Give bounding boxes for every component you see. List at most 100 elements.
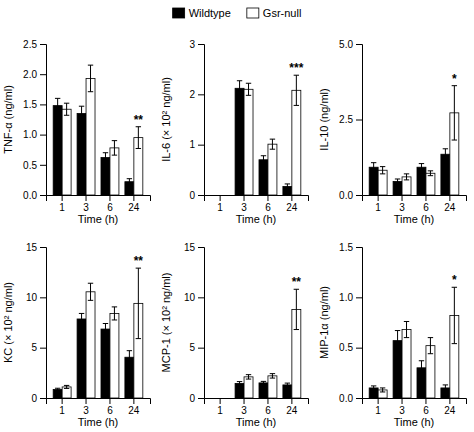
tick-mark [86,195,87,201]
error-line [105,324,106,335]
y-axis: 0.00.51.01.52.02.5 [23,39,46,201]
y-tick: 0.0 [23,190,46,201]
plot-area [235,289,301,398]
error-cap [294,105,299,106]
error-line [248,375,249,379]
error-cap [246,83,251,84]
error-cap [79,106,84,107]
tick-mark [40,297,46,298]
error-cap [103,162,108,163]
tick-mark [449,398,450,404]
error-line [421,164,422,171]
error-cap [395,178,400,179]
y-tick: 0 [31,393,46,404]
error-bar [237,81,242,96]
error-bar [380,388,385,392]
tick-label: 3 [83,405,89,416]
plot-area [53,65,143,195]
error-cap [419,163,424,164]
tick-mark [267,195,268,201]
tick-label: 24 [286,202,298,213]
panel: 012313624Time (h)IL-6 (× 10² ng/ml)*** [160,39,309,225]
y-axis: 051015 [26,242,47,404]
error-line [114,307,115,320]
tick-label: 1.5 [23,99,37,110]
bar [426,173,435,195]
error-line [81,313,82,324]
bar [110,148,119,195]
x-tick: 24 [128,195,140,213]
error-cap [64,103,69,104]
tick-mark [109,398,110,404]
y-tick: 10 [184,292,204,303]
error-line [287,383,288,387]
tick-label: 6 [265,202,271,213]
bar [101,329,110,398]
tick-mark [40,44,46,45]
error-line [272,139,273,149]
error-line [129,351,130,364]
bar [62,109,71,195]
error-bar [112,307,117,320]
error-cap [404,321,409,322]
tick-label: 1 [375,202,381,213]
error-cap [443,384,448,385]
tick-mark [198,145,204,146]
error-cap [64,388,69,389]
error-cap [285,183,290,184]
error-line [421,361,422,375]
bar [86,292,95,398]
tick-mark [40,104,46,105]
error-line [90,65,91,92]
tick-mark [378,195,379,201]
bar [402,330,411,398]
tick-mark [40,195,46,196]
tick-mark [244,195,245,201]
x-tick: 3 [399,398,405,416]
axis-line [205,196,309,202]
bar [259,160,268,195]
tick-mark [40,348,46,349]
figure: WildtypeGsr-null0.00.51.01.52.02.513624T… [0,0,474,432]
y-tick: 2.0 [23,69,46,80]
error-cap [428,337,433,338]
error-bar [419,361,424,375]
error-line [406,174,407,180]
error-bar [88,65,93,92]
plot-area [235,75,301,195]
tick-mark [109,195,110,201]
panel: 0.02.55.013624Time (h)IL-10 (ng/ml)* [318,39,467,225]
error-line [129,179,130,185]
y-tick: 0 [189,190,204,201]
y-axis: 051015 [184,242,205,404]
tick-label: 3 [241,202,247,213]
error-bar [79,313,84,324]
tick-label: 1 [375,405,381,416]
y-axis-title: IL-6 (× 10² ng/ml) [160,77,172,162]
error-bar [285,184,290,189]
error-line [296,289,297,329]
tick-mark [244,398,245,404]
error-bar [404,321,409,337]
error-cap [237,385,242,386]
error-cap [294,329,299,330]
tick-mark [291,398,292,404]
error-cap [112,306,117,307]
error-cap [55,388,60,389]
y-axis: 0123 [189,39,204,201]
tick-mark [378,398,379,404]
error-bar [261,381,266,384]
error-cap [395,330,400,331]
tick-label: 3 [189,39,195,50]
tick-mark [62,195,63,201]
y-tick: 3 [189,39,204,50]
y-tick: 2.5 [339,114,362,125]
error-bar [452,287,457,343]
error-cap [380,166,385,167]
tick-label: 1 [217,405,223,416]
x-tick: 6 [423,195,429,213]
tick-mark [449,195,450,201]
error-bar [428,171,433,176]
tick-label: 6 [107,202,113,213]
error-cap [136,338,141,339]
